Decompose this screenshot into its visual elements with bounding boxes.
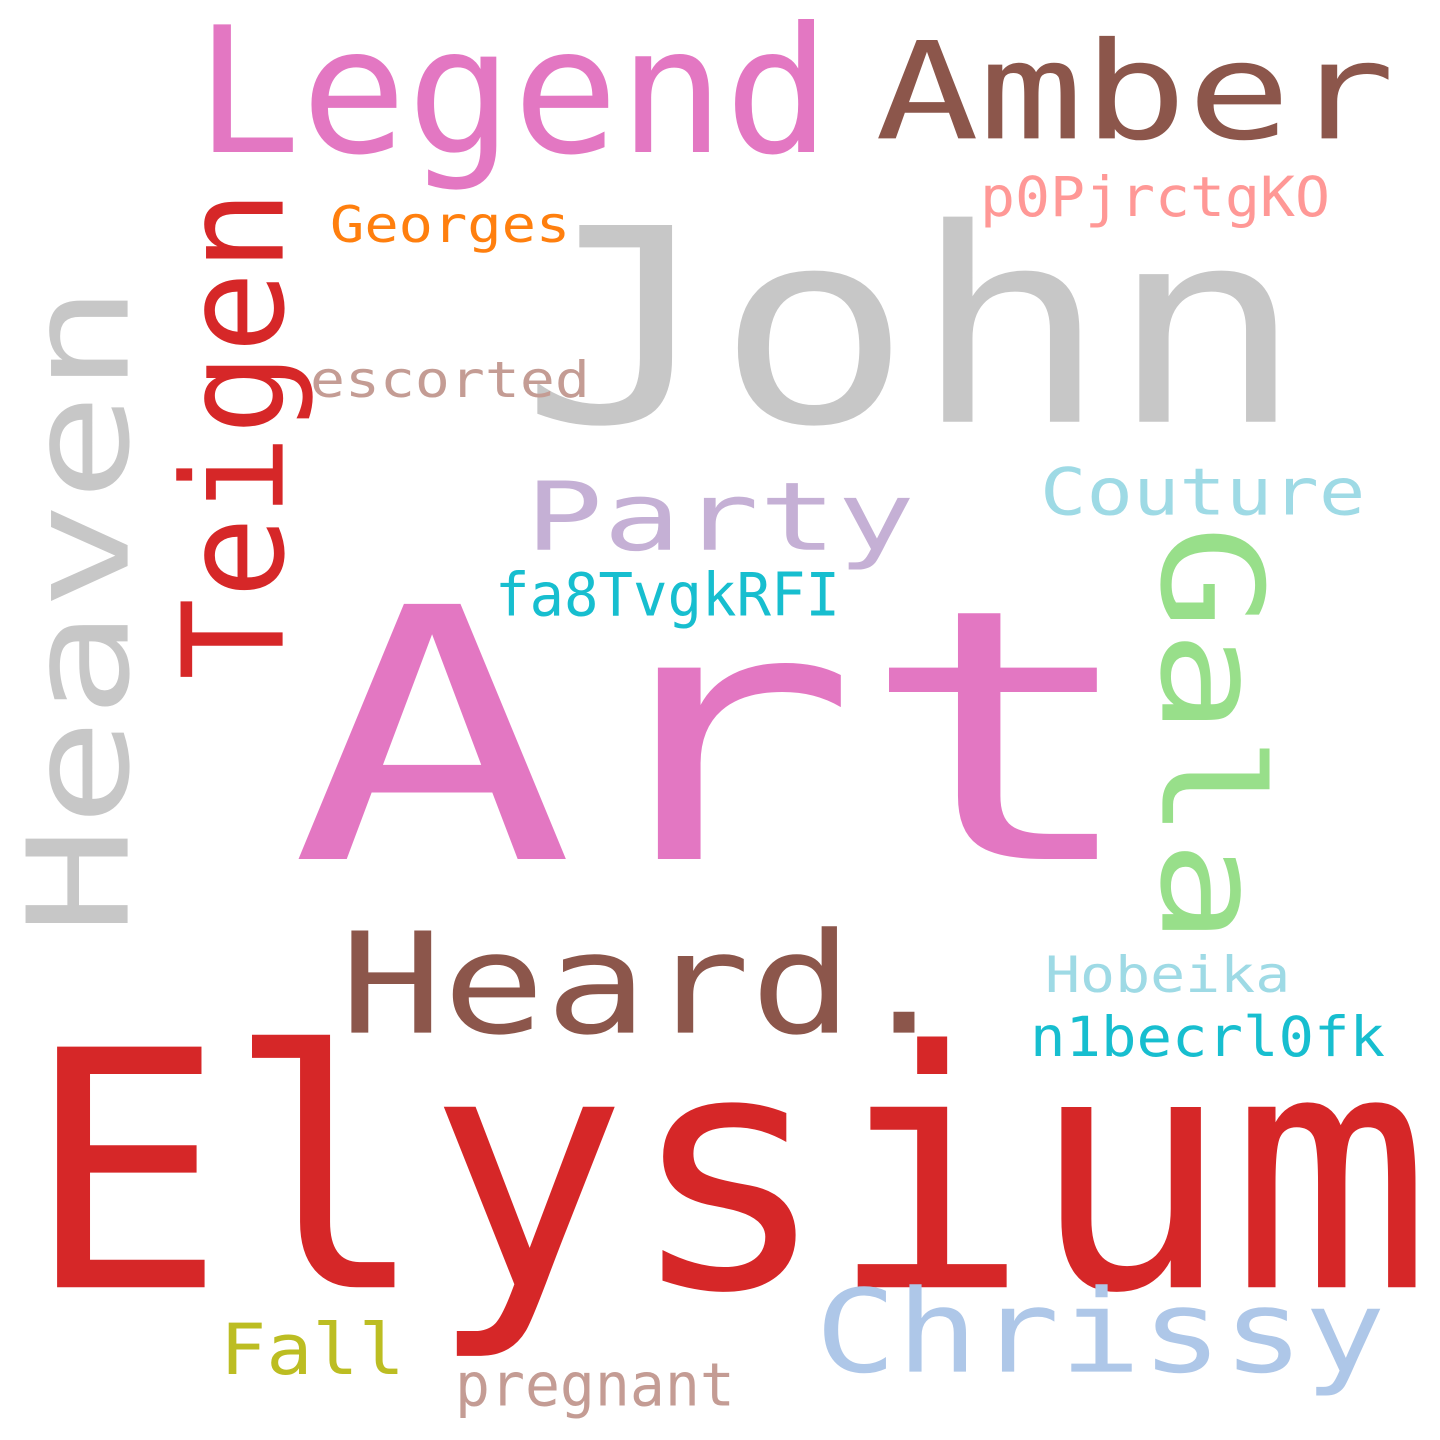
word-n1becrl0fk: n1becrl0fk [1030, 1005, 1386, 1070]
word-art: Art [290, 533, 1144, 943]
word-fall: Fall [220, 1308, 405, 1391]
word-gala: Gala [1128, 525, 1293, 945]
word-chrissy: Chrissy [815, 1264, 1386, 1400]
word-georges: Georges [330, 195, 571, 254]
word-heard: Heard. [340, 902, 956, 1067]
word-party: Party [525, 461, 916, 573]
word-legend: Legend [195, 0, 831, 194]
word-fa8tvgkrfi: fa8TvgkRFI [495, 559, 841, 630]
word-escorted: escorted [310, 350, 590, 409]
word-teigen: Teigen [152, 189, 317, 680]
word-amber: Amber [875, 12, 1396, 171]
word-p0pjrctgko: p0PjrctgKO [980, 165, 1331, 230]
word-pregnant: pregnant [455, 1349, 735, 1420]
word-couture: Couture [1040, 454, 1366, 531]
word-elysium: Elysium [25, 980, 1432, 1367]
word-hobeika: Hobeika [1045, 945, 1291, 1004]
word-john: John [520, 170, 1305, 487]
word-heaven: Heaven [0, 284, 162, 935]
